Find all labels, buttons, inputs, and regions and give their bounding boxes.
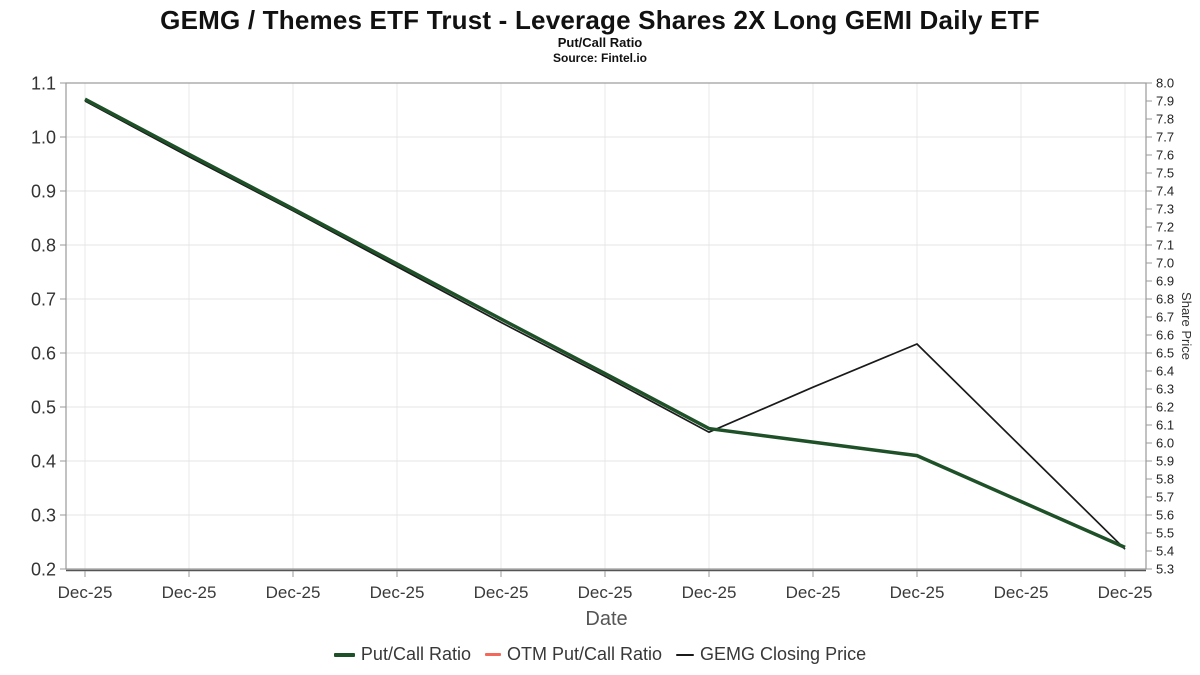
y-left-tick-label: 0.2: [31, 559, 56, 579]
x-tick-label: Dec-25: [682, 583, 737, 602]
y-right-tick-label: 6.1: [1156, 418, 1174, 433]
y-right-axis-title: Share Price: [1179, 292, 1194, 360]
y-right-tick-label: 8.0: [1156, 76, 1174, 91]
y-right-tick-label: 6.7: [1156, 310, 1174, 325]
y-left-tick-label: 1.0: [31, 127, 56, 147]
chart-subtitle: Put/Call Ratio: [557, 35, 643, 50]
y-right-tick-label: 6.9: [1156, 274, 1174, 289]
y-right-tick-label: 6.2: [1156, 400, 1174, 415]
legend-label-put-call-ratio: Put/Call Ratio: [360, 644, 471, 664]
series-line-gemg-closing-price: [84, 100, 1126, 550]
y-right-tick-label: 7.1: [1156, 238, 1174, 253]
legend-swatch-gemg-closing-price: [676, 653, 695, 656]
y-right-tick-label: 7.8: [1156, 112, 1174, 127]
x-tick-label: Dec-25: [1098, 583, 1153, 602]
x-tick-label: Dec-25: [370, 583, 425, 602]
x-tick-label: Dec-25: [994, 583, 1049, 602]
y-right-tick-label: 6.8: [1156, 292, 1174, 307]
y-right-tick-label: 5.7: [1156, 490, 1174, 505]
y-right-tick-label: 7.0: [1156, 256, 1174, 271]
legend-swatch-put-call-ratio: [333, 652, 355, 657]
y-left-tick-label: 0.8: [31, 235, 56, 255]
y-right-tick-label: 5.3: [1156, 562, 1174, 577]
legend-item-put-call-ratio[interactable]: Put/Call Ratio: [333, 644, 471, 665]
y-left-tick-label: 0.3: [31, 505, 56, 525]
chart-source-label: Source: Fintel.io: [552, 51, 647, 65]
y-right-tick-label: 6.6: [1156, 328, 1174, 343]
y-right-tick-label: 7.9: [1156, 94, 1174, 109]
legend-item-otm-put-call-ratio[interactable]: OTM Put/Call Ratio: [484, 644, 663, 665]
x-tick-label: Dec-25: [474, 583, 529, 602]
y-right-tick-label: 6.4: [1156, 364, 1174, 379]
y-left-tick-label: 0.7: [31, 289, 56, 309]
y-right-tick-label: 7.7: [1156, 130, 1174, 145]
y-right-tick-label: 5.8: [1156, 472, 1174, 487]
y-left-tick-label: 0.6: [31, 343, 56, 363]
y-right-tick-label: 7.3: [1156, 202, 1174, 217]
y-left-tick-label: 0.4: [31, 451, 56, 471]
x-tick-label: Dec-25: [786, 583, 841, 602]
y-right-tick-label: 7.4: [1156, 184, 1174, 199]
x-axis-title: Date: [585, 608, 628, 630]
x-tick-label: Dec-25: [58, 583, 113, 602]
y-right-tick-label: 7.5: [1156, 166, 1174, 181]
y-left-tick-label: 0.5: [31, 397, 56, 417]
y-left-tick-label: 1.1: [31, 73, 56, 93]
chart-legend: Put/Call Ratio OTM Put/Call Ratio GEMG C…: [0, 644, 1200, 665]
y-left-tick-label: 0.9: [31, 181, 56, 201]
y-right-tick-label: 7.6: [1156, 148, 1174, 163]
y-right-tick-label: 5.5: [1156, 526, 1174, 541]
y-right-tick-label: 6.3: [1156, 382, 1174, 397]
legend-item-gemg-closing-price[interactable]: GEMG Closing Price: [676, 644, 866, 665]
y-right-tick-label: 6.0: [1156, 436, 1174, 451]
legend-swatch-otm-put-call-ratio: [484, 653, 501, 656]
series-line-put-call-ratio: [84, 97, 1126, 550]
x-tick-label: Dec-25: [890, 583, 945, 602]
plot-border: [65, 82, 1147, 570]
y-right-tick-label: 6.5: [1156, 346, 1174, 361]
legend-label-gemg-closing-price: GEMG Closing Price: [700, 644, 867, 664]
y-right-tick-label: 5.6: [1156, 508, 1174, 523]
y-right-tick-label: 5.9: [1156, 454, 1174, 469]
x-tick-label: Dec-25: [578, 583, 633, 602]
x-tick-label: Dec-25: [162, 583, 217, 602]
chart-title: GEMG / Themes ETF Trust - Leverage Share…: [160, 5, 1040, 35]
y-right-tick-label: 7.2: [1156, 220, 1174, 235]
y-right-tick-label: 5.4: [1156, 544, 1174, 559]
x-tick-label: Dec-25: [266, 583, 321, 602]
legend-label-otm-put-call-ratio: OTM Put/Call Ratio: [506, 644, 663, 664]
